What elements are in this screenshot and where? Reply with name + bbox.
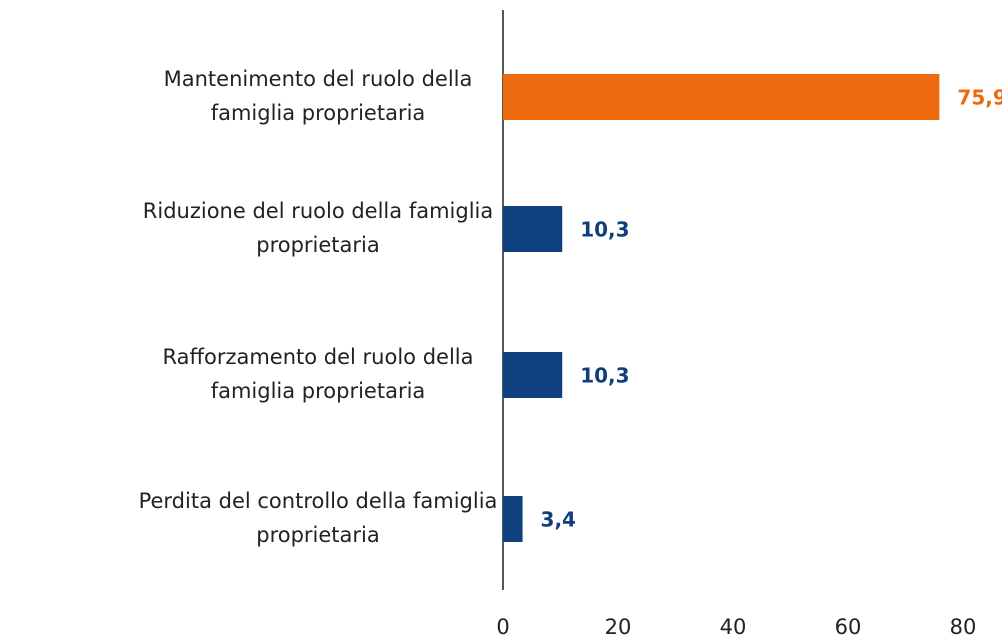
x-tick-label: 40 [720,615,747,639]
category-label: Rafforzamento del ruolo della famiglia pr… [163,345,474,403]
category-label-line: Rafforzamento del ruolo della [163,345,474,369]
category-label: Riduzione del ruolo della famiglia propri… [143,199,493,257]
x-tick-label: 20 [605,615,632,639]
value-label: 10,3 [580,364,629,388]
category-label: Mantenimento del ruolo della famiglia pro… [164,67,473,125]
category-label-line: Mantenimento del ruolo della [164,67,473,91]
value-label: 75,9 [957,86,1002,110]
value-label: 10,3 [580,218,629,242]
category-label-line: Perdita del controllo della famiglia [139,489,498,513]
category-label-line: famiglia proprietaria [211,101,426,125]
bar [503,74,940,120]
category-label-line: proprietaria [256,523,380,547]
x-tick-label: 80 [950,615,977,639]
bar [503,352,563,398]
bar [503,496,523,542]
x-tick-label: 0 [496,615,509,639]
category-label: Perdita del controllo della famiglia prop… [139,489,498,547]
bar [503,206,563,252]
category-label-line: Riduzione del ruolo della famiglia [143,199,493,223]
value-label: 3,4 [541,508,576,532]
category-label-line: proprietaria [256,233,380,257]
x-tick-label: 60 [835,615,862,639]
category-label-line: famiglia proprietaria [211,379,426,403]
